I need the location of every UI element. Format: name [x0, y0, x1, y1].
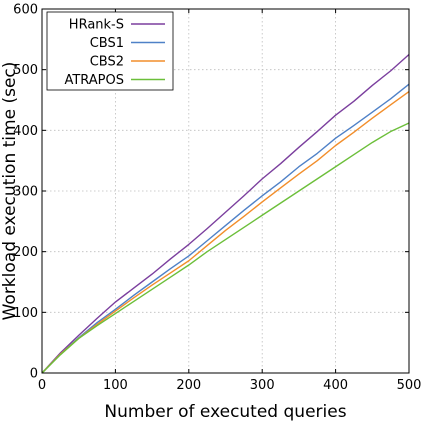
- x-tick-label: 200: [176, 378, 201, 393]
- series-layer: [41, 53, 410, 374]
- x-tick-label: 300: [250, 378, 275, 393]
- y-tick-label: 0: [30, 367, 38, 382]
- y-tick-label: 200: [13, 245, 38, 260]
- x-tick-label: 0: [38, 378, 46, 393]
- x-tick-label: 400: [323, 378, 348, 393]
- series-line-cbs1: [41, 83, 410, 374]
- series-line-hrank-s: [41, 53, 410, 374]
- y-tick-label: 400: [13, 124, 38, 139]
- legend: HRank-S CBS1 CBS2 ATRAPOS: [46, 11, 174, 91]
- legend-label-cbs2: CBS2: [90, 55, 124, 70]
- y-tick-label: 500: [13, 63, 38, 78]
- x-axis-title: Number of executed queries: [104, 402, 346, 422]
- x-tick-label: 500: [397, 378, 422, 393]
- x-tick-label: 100: [103, 378, 128, 393]
- ticks: 0 100 200 300 400 500 0 100 200 300 400 500 600: [13, 3, 421, 394]
- y-axis-title: Workload execution time (sec): [0, 62, 20, 321]
- legend-label-atrapos: ATRAPOS: [64, 73, 124, 88]
- legend-label-hrank-s: HRank-S: [69, 18, 124, 33]
- y-tick-label: 100: [13, 306, 38, 321]
- legend-label-cbs1: CBS1: [90, 36, 124, 51]
- legend-box: [46, 11, 174, 91]
- y-tick-label: 600: [13, 3, 38, 18]
- y-tick-label: 300: [13, 185, 38, 200]
- series-line-cbs2: [41, 90, 410, 374]
- series-line-atrapos: [41, 122, 410, 374]
